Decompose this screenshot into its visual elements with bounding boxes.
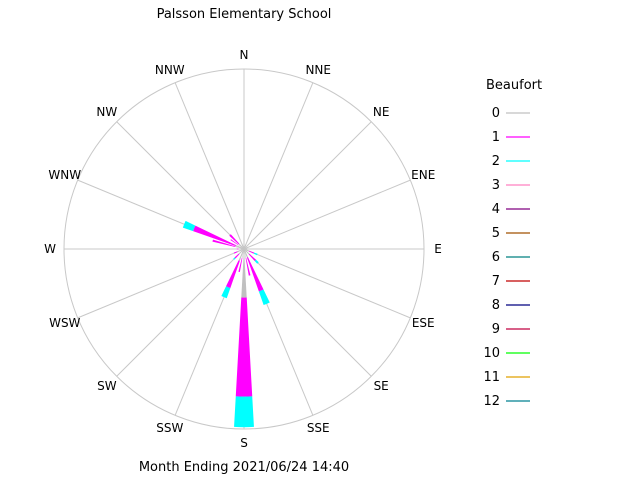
legend-label-10: 10	[483, 346, 500, 361]
legend-label-9: 9	[492, 322, 500, 337]
direction-label-se: SE	[374, 379, 389, 393]
direction-label-wnw: WNW	[48, 168, 81, 182]
spoke-ne	[243, 121, 372, 250]
petal-w-beaufort-0	[238, 248, 244, 250]
petal-ssw-beaufort-1	[226, 260, 240, 289]
petal-wnw-beaufort-2	[182, 220, 196, 232]
legend-title: Beaufort	[486, 78, 542, 93]
spike-0-beaufort-1	[212, 239, 236, 247]
spike-1-beaufort-1	[230, 239, 239, 246]
chart-footer: Month Ending 2021/06/24 14:40	[138, 460, 350, 475]
petal-wsw-beaufort-1	[233, 251, 238, 254]
legend-label-4: 4	[492, 202, 500, 217]
direction-label-nne: NNE	[305, 63, 331, 77]
direction-label-e: E	[434, 242, 442, 256]
petal-se-beaufort-0	[244, 249, 250, 255]
spoke-se	[243, 248, 372, 377]
petal-sw-beaufort-2	[233, 257, 236, 260]
petal-ene-beaufort-0	[244, 247, 248, 249]
petal-wnw-beaufort-0	[235, 245, 244, 249]
petal-nnw-beaufort-0	[241, 243, 244, 249]
spoke-ese	[243, 248, 411, 319]
direction-label-wsw: WSW	[49, 316, 80, 330]
petal-ese-beaufort-2	[253, 252, 258, 256]
spike-0-beaufort-0	[235, 246, 244, 249]
legend-label-2: 2	[492, 154, 500, 169]
petal-sse-beaufort-2	[258, 289, 270, 306]
legend-label-1: 1	[492, 130, 500, 145]
spike-3-beaufort-0	[241, 249, 244, 258]
petal-se-beaufort-1	[248, 253, 257, 262]
direction-label-nw: NW	[96, 105, 117, 119]
legend-label-12: 12	[483, 394, 500, 409]
chart-title: Palsson Elementary School	[156, 7, 332, 22]
petal-w-beaufort-1	[236, 248, 239, 250]
direction-label-w: W	[44, 242, 56, 256]
spoke-nne	[243, 82, 314, 250]
legend-label-6: 6	[492, 250, 500, 265]
spoke-nw	[116, 121, 245, 250]
petal-wsw-beaufort-0	[237, 249, 244, 253]
legend-label-8: 8	[492, 298, 500, 313]
petal-sw-beaufort-0	[238, 249, 244, 255]
spoke-ene	[243, 179, 411, 250]
direction-label-ssw: SSW	[156, 421, 183, 435]
petal-s-beaufort-0	[241, 249, 247, 298]
direction-label-n: N	[240, 48, 249, 62]
legend-label-7: 7	[492, 274, 500, 289]
petal-nw-beaufort-0	[238, 243, 244, 249]
direction-label-ene: ENE	[411, 168, 435, 182]
direction-label-sse: SSE	[307, 421, 330, 435]
legend-label-5: 5	[492, 226, 500, 241]
spoke-wsw	[77, 248, 245, 319]
petal-ese-beaufort-0	[244, 249, 250, 252]
spike-2-beaufort-0	[244, 249, 247, 258]
petal-ese-beaufort-1	[248, 250, 255, 254]
petal-sse-beaufort-0	[244, 249, 248, 258]
petal-n-beaufort-0	[243, 243, 245, 249]
petal-s-beaufort-2	[234, 396, 254, 428]
spoke-sw	[116, 248, 245, 377]
spike-3-beaufort-1	[238, 257, 243, 273]
petal-wnw-beaufort-1	[193, 225, 236, 247]
petal-se-beaufort-2	[254, 259, 259, 264]
petal-ssw-beaufort-2	[221, 286, 231, 299]
spike-2-beaufort-1	[245, 257, 251, 276]
direction-label-sw: SW	[97, 379, 117, 393]
legend-label-3: 3	[492, 178, 500, 193]
direction-label-ese: ESE	[412, 316, 435, 330]
direction-label-s: S	[240, 436, 248, 450]
petal-ssw-beaufort-0	[238, 249, 244, 261]
direction-labels: N NNE NE ENE E ESE SE SSE S SSW SW WSW W WNW NW NNW	[44, 48, 442, 450]
legend-label-0: 0	[492, 106, 500, 121]
petal-nne-beaufort-0	[244, 243, 247, 249]
petal-ne-beaufort-0	[244, 246, 247, 249]
petal-nw-beaufort-1	[229, 234, 240, 245]
rose-petals	[182, 220, 270, 428]
petal-s-beaufort-1	[235, 297, 253, 397]
petal-sw-beaufort-1	[234, 253, 240, 259]
petal-e-beaufort-0	[244, 248, 250, 250]
spoke-nnw	[174, 82, 245, 250]
legend-label-11: 11	[483, 370, 500, 385]
petal-sse-beaufort-1	[246, 257, 264, 292]
direction-label-ne: NE	[373, 105, 390, 119]
direction-label-nnw: NNW	[155, 63, 185, 77]
spike-1-beaufort-0	[237, 244, 244, 249]
